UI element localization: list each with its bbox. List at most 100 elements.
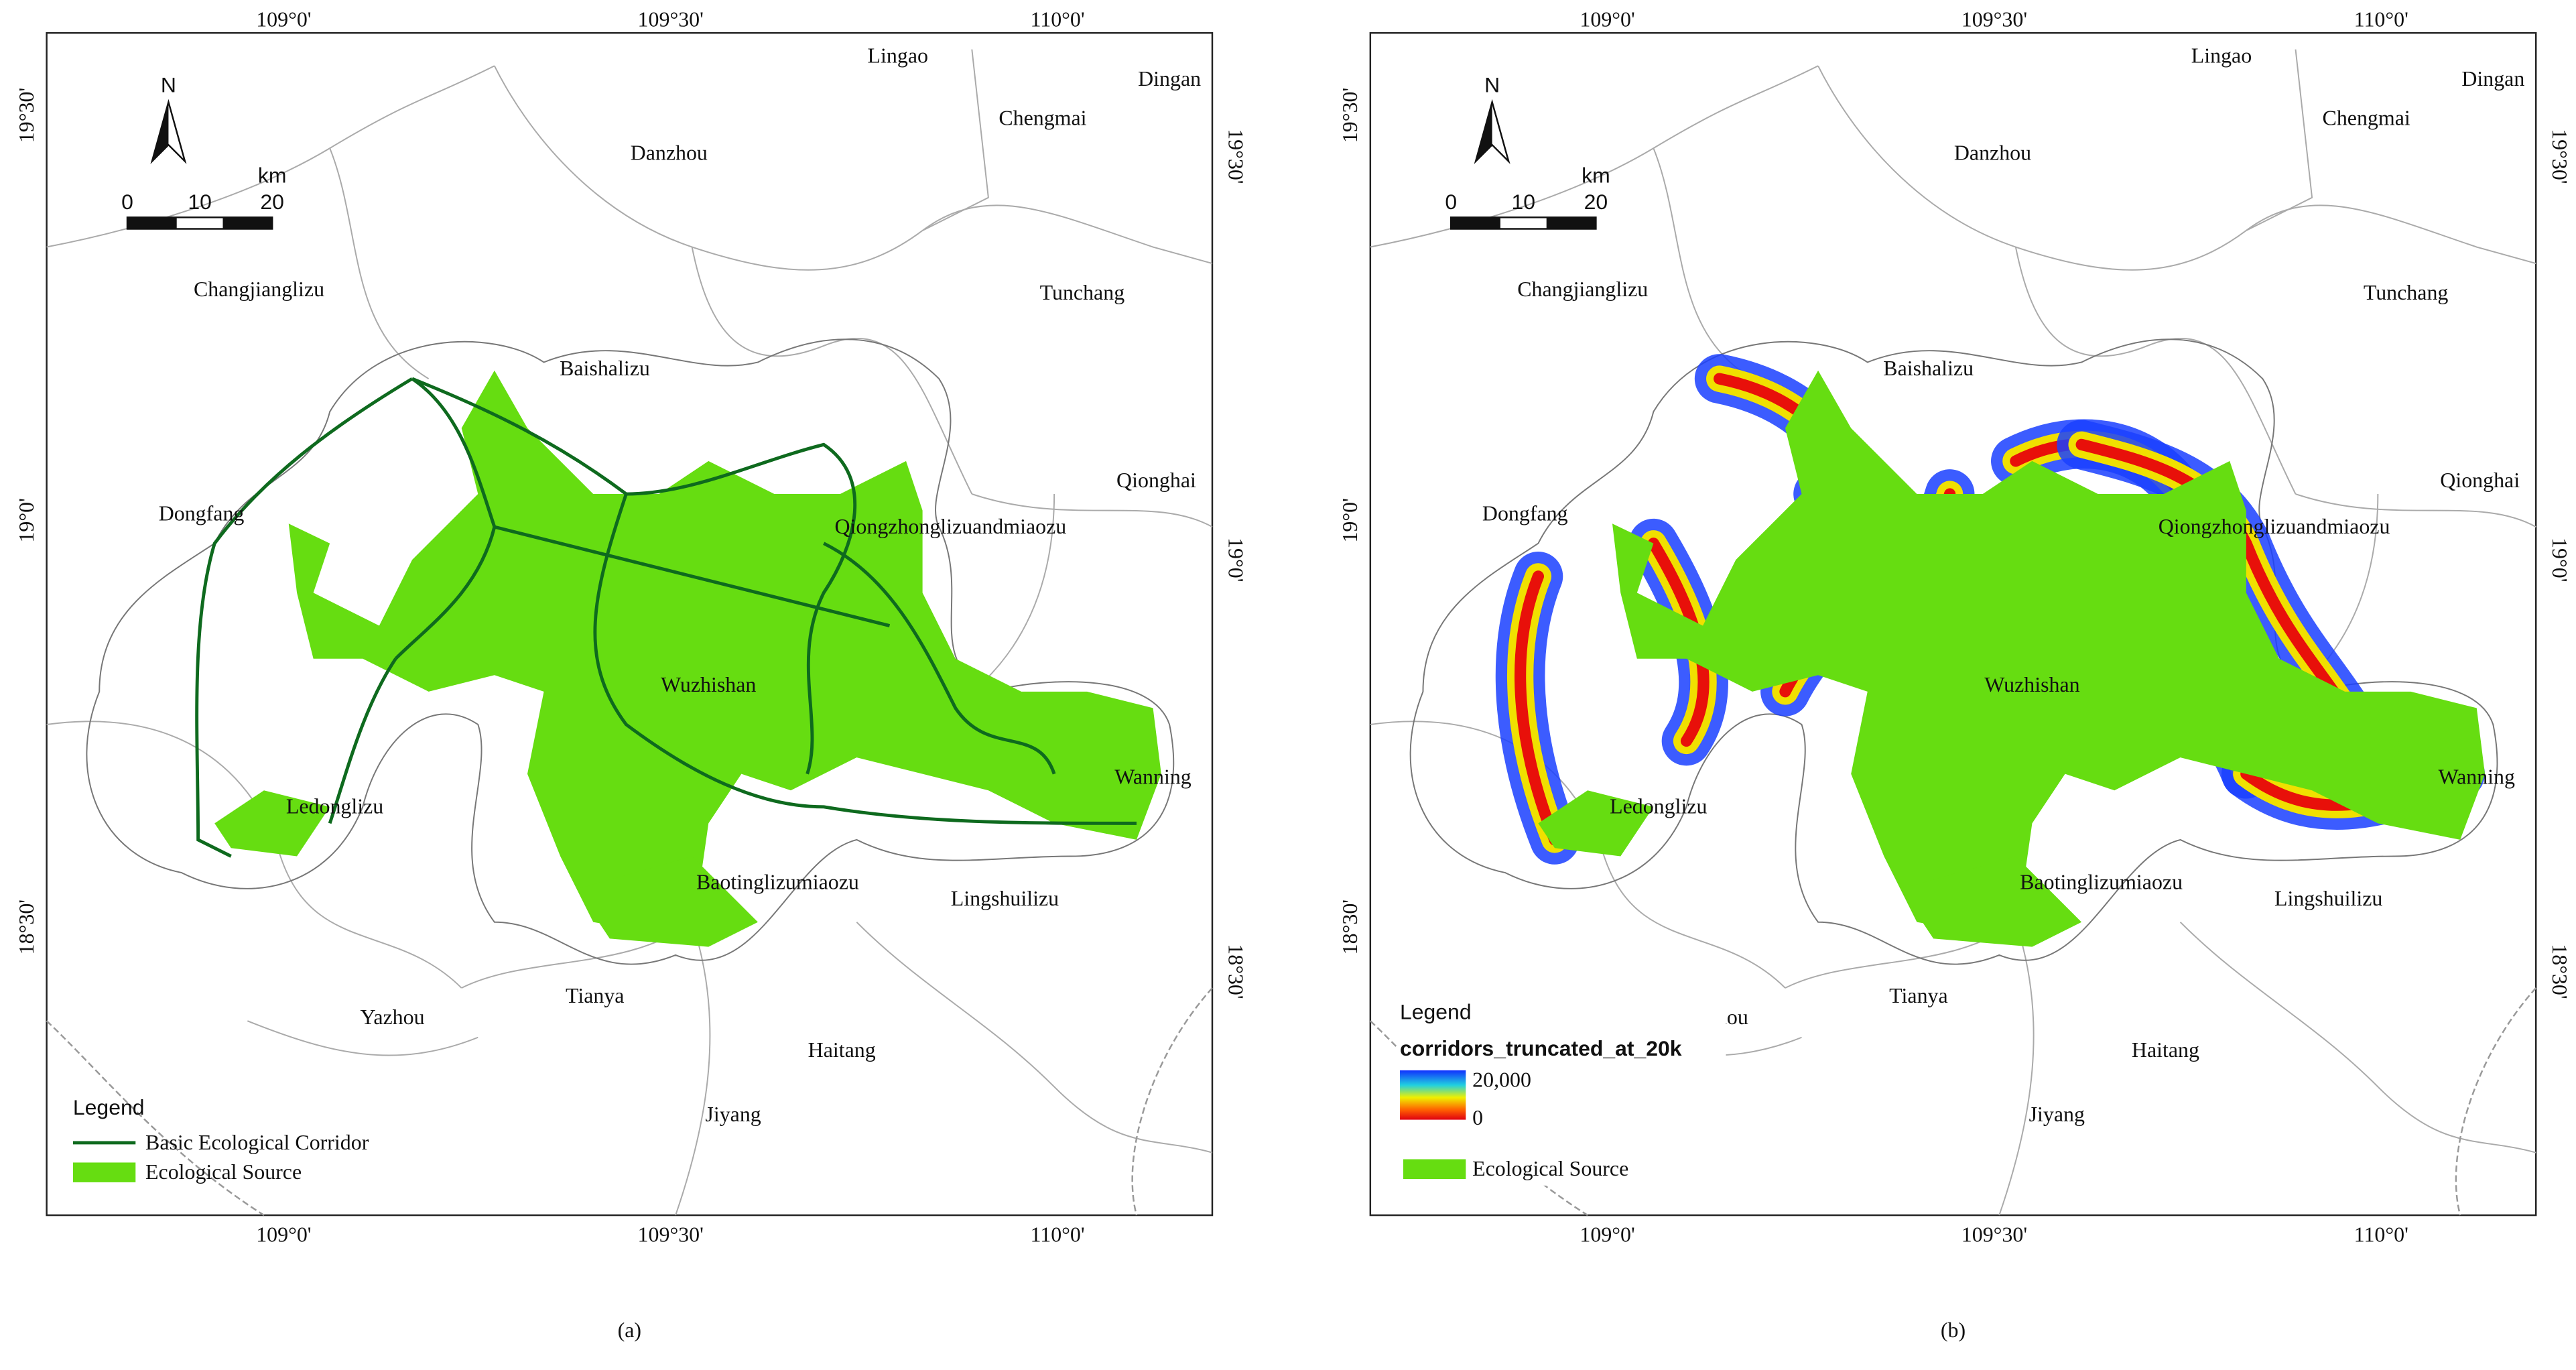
place-label: Lingshuilizu <box>2274 887 2382 910</box>
ecological-source <box>1900 856 2082 947</box>
legend-ramp-name: corridors_truncated_at_20k <box>1400 1036 1682 1060</box>
place-label: Qiongzhonglizuandmiaozu <box>2159 515 2390 538</box>
map-panel: 109°0' 109°0' 109°30' 109°30' 110°0' 110°0' 19… <box>15 7 1248 1342</box>
county-boundary <box>922 49 989 231</box>
coastline <box>46 987 1213 1217</box>
scale-bar-segment <box>1451 217 1500 229</box>
longitude-label-bottom: 110°0' <box>2354 1223 2408 1246</box>
place-label: Danzhou <box>631 141 708 164</box>
place-label: Wanning <box>1114 765 1191 788</box>
legend-item: Basic Ecological Corridor <box>145 1131 369 1154</box>
place-label: Qiongzhonglizuandmiaozu <box>835 515 1067 538</box>
ecological-corridor <box>195 377 413 858</box>
scale-label: 0 <box>121 190 133 214</box>
latitude-label-right: 19°30' <box>2548 129 2571 184</box>
scale-label: 10 <box>1512 190 1536 214</box>
scale-label: 10 <box>188 190 212 214</box>
ecological-source <box>214 790 330 857</box>
county-boundary <box>46 721 462 989</box>
latitude-label-left: 19°30' <box>1338 88 1362 143</box>
longitude-label-bottom: 110°0' <box>1030 1223 1084 1246</box>
longitude-label-bottom: 109°30' <box>1961 1223 2027 1246</box>
place-label: Chengmai <box>999 107 1086 130</box>
place-label: Danzhou <box>1954 141 2031 164</box>
study-area-envelope <box>1409 338 2498 965</box>
map-panel: 109°0' 109°0' 109°30' 109°30' 110°0' 110°0' 19… <box>1338 7 2571 1342</box>
county-boundary <box>922 204 1213 265</box>
ecological-corridor <box>411 377 857 775</box>
place-label: Yazhou <box>360 1005 424 1029</box>
longitude-label-top: 109°30' <box>638 7 704 31</box>
ecological-corridor <box>494 525 891 627</box>
place-label: Baotinglizumiaozu <box>2020 871 2183 894</box>
legend-item: Ecological Source <box>145 1160 302 1184</box>
county-boundary <box>856 922 1213 1154</box>
latitude-label-right: 19°30' <box>1224 129 1248 184</box>
county-boundary <box>971 493 1213 528</box>
longitude-label-bottom: 109°30' <box>638 1223 704 1246</box>
longitude-label-top: 110°0' <box>2354 7 2408 31</box>
place-label: Haitang <box>2132 1038 2199 1062</box>
ecological-corridor <box>328 658 397 824</box>
longitude-label-top: 110°0' <box>1030 7 1084 31</box>
north-arrow-fill <box>151 102 169 162</box>
legend-title: Legend <box>1400 1000 1472 1024</box>
longitude-label-bottom: 109°0' <box>256 1223 311 1246</box>
legend-ramp-low: 0 <box>1472 1106 1483 1129</box>
longitude-label-bottom: 109°0' <box>1580 1223 1634 1246</box>
scale-label: 20 <box>260 190 284 214</box>
corridor-cost-core <box>1515 570 1561 846</box>
ecological-source <box>1538 790 1654 857</box>
county-boundary <box>46 65 495 248</box>
place-label: Wanning <box>2439 765 2515 788</box>
place-label: Dingan <box>2461 67 2524 90</box>
latitude-label-right: 19°0' <box>1224 538 1248 582</box>
scale-unit: km <box>258 164 287 188</box>
county-boundary <box>1998 922 2035 1216</box>
scale-label: 0 <box>1445 190 1457 214</box>
latitude-label-right: 18°30' <box>2548 944 2571 999</box>
latitude-label-left: 18°30' <box>15 899 38 954</box>
place-label: Qionghai <box>2440 469 2520 492</box>
place-label: Baishalizu <box>560 357 650 380</box>
place-label: Tianya <box>1889 984 1948 1007</box>
longitude-label-top: 109°0' <box>256 7 311 31</box>
ecological-source <box>1612 370 2486 939</box>
legend-ramp <box>1400 1070 1466 1120</box>
place-label: Ledonglizu <box>286 795 383 818</box>
panel-caption: (a) <box>618 1318 641 1342</box>
ecological-corridor <box>593 493 1137 825</box>
place-label: Lingshuilizu <box>951 887 1059 910</box>
place-label: Tunchang <box>1040 281 1125 304</box>
place-label: Haitang <box>808 1038 876 1062</box>
north-label: N <box>1484 73 1500 97</box>
place-label: Ledonglizu <box>1610 795 1707 818</box>
legend-source-swatch <box>72 1162 136 1182</box>
county-boundary <box>2014 247 2297 495</box>
place-label: Jiyang <box>2029 1103 2085 1126</box>
ecological-source <box>576 856 758 947</box>
scale-bar-segment <box>127 217 177 229</box>
place-label: Dingan <box>1138 67 1201 90</box>
place-label: Baishalizu <box>1883 357 1974 380</box>
place-label: Tianya <box>566 984 625 1007</box>
study-area-envelope <box>86 338 1175 965</box>
county-boundary <box>1370 65 1819 248</box>
latitude-label-left: 18°30' <box>1338 899 1362 954</box>
longitude-label-top: 109°30' <box>1961 7 2027 31</box>
county-boundary <box>329 147 430 379</box>
legend-source-swatch <box>1403 1159 1466 1180</box>
place-label: Lingao <box>2191 44 2252 67</box>
scale-label: 20 <box>1584 190 1608 214</box>
place-label: Baotinglizumiaozu <box>696 871 859 894</box>
place-label: Chengmai <box>2323 107 2410 130</box>
county-boundary <box>1817 65 2247 271</box>
place-label: Changjianglizu <box>1517 277 1648 301</box>
latitude-label-left: 19°0' <box>1338 498 1362 542</box>
scale-unit: km <box>1582 164 1610 188</box>
longitude-label-top: 109°0' <box>1580 7 1634 31</box>
county-boundary <box>1370 721 1786 989</box>
legend-item: Ecological Source <box>1472 1157 1628 1180</box>
place-label: Dongfang <box>159 501 245 525</box>
